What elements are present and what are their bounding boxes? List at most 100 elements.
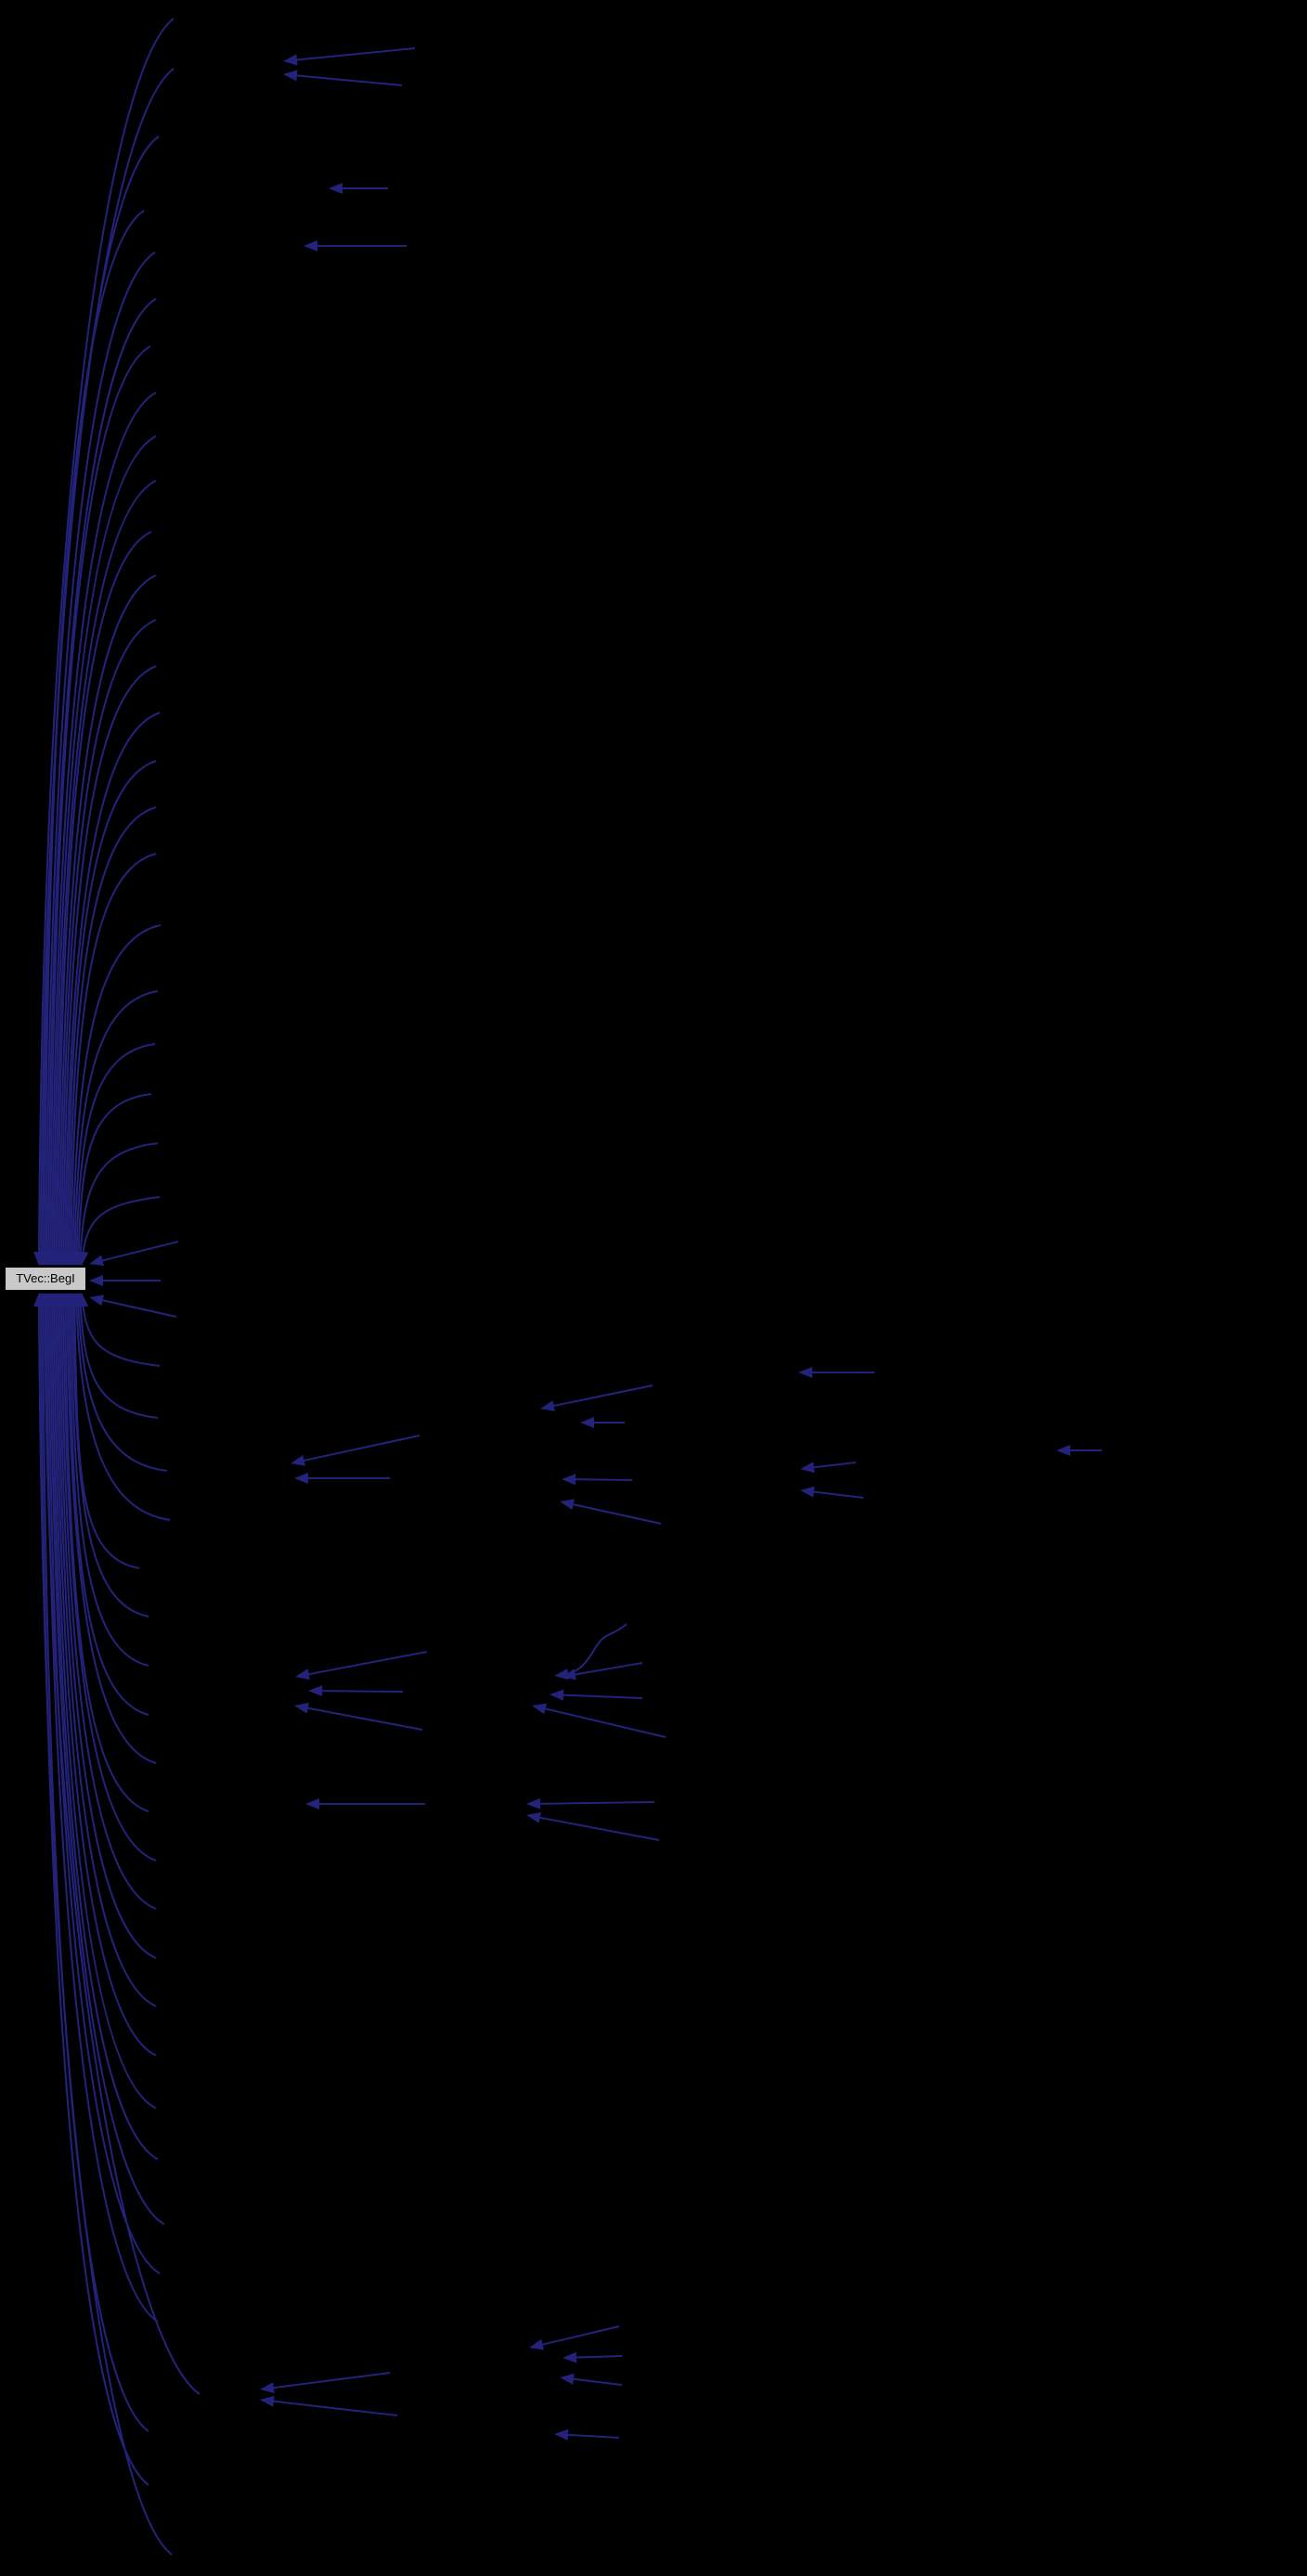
caller-edge — [79, 1142, 159, 1266]
caller-edge — [49, 345, 151, 1266]
caller-edge — [571, 1662, 643, 1677]
arrowhead-icon — [329, 183, 343, 194]
arrowhead-icon — [1056, 1445, 1070, 1456]
caller-edge — [559, 1694, 643, 1699]
caller-edge — [45, 1293, 159, 2323]
caller-edge — [70, 853, 157, 1266]
caller-edge — [51, 1293, 159, 2160]
caller-edge — [57, 1293, 157, 2007]
arrowhead-icon — [554, 2428, 569, 2441]
caller-edge — [62, 1293, 157, 1861]
caller-edge — [79, 1293, 159, 1419]
caller-edge — [68, 806, 157, 1266]
arrowhead-icon — [77, 1251, 89, 1266]
caller-edge — [809, 1490, 864, 1499]
caller-edge — [536, 1816, 660, 1841]
caller-edge — [62, 665, 157, 1266]
caller-edge — [55, 1293, 157, 2056]
arrowhead-icon — [283, 70, 298, 82]
arrowhead-icon — [560, 1499, 575, 1511]
arrowhead-icon — [291, 1454, 305, 1466]
caller-edge — [304, 1651, 428, 1676]
caller-edge — [42, 135, 160, 1266]
caller-edge — [40, 1293, 149, 2486]
caller-edge — [292, 74, 403, 86]
arrowhead-icon — [798, 1367, 812, 1378]
caller-edge — [538, 2325, 620, 2347]
caller-edge — [563, 2433, 620, 2439]
caller-edge — [269, 2372, 391, 2389]
caller-edge — [304, 1707, 423, 1731]
caller-edge — [317, 1690, 404, 1693]
caller-edge — [541, 1707, 666, 1738]
caller-edge — [77, 1093, 152, 1266]
caller-edge — [81, 1196, 161, 1266]
caller-edge — [64, 1293, 149, 1812]
caller-edge — [44, 210, 145, 1266]
caller-edge — [536, 1801, 655, 1805]
arrowhead-icon — [580, 1417, 594, 1428]
arrowhead-icon — [800, 1462, 815, 1474]
caller-edge — [70, 1293, 149, 1667]
arrowhead-icon — [260, 2395, 275, 2407]
arrowhead-icon — [305, 1798, 319, 1810]
arrowhead-icon — [563, 2351, 577, 2363]
caller-edge — [45, 251, 156, 1266]
arrowhead-icon — [304, 240, 317, 251]
caller-edge — [71, 1293, 149, 1617]
caller-edge — [68, 1293, 149, 1716]
arrowhead-icon — [554, 1668, 569, 1681]
caller-edge — [569, 1502, 662, 1525]
caller-edge — [57, 531, 152, 1266]
caller-edge — [53, 435, 157, 1266]
caller-edge — [53, 1293, 157, 2109]
caller-edge — [58, 574, 157, 1266]
caller-edge — [809, 1462, 857, 1469]
arrowhead-icon — [89, 1275, 103, 1286]
arrowhead-icon — [532, 1703, 547, 1715]
caller-edge — [58, 1293, 157, 1959]
caller-edge — [66, 1293, 157, 1764]
arrowhead-icon — [526, 1811, 541, 1823]
arrowhead-icon — [308, 1685, 323, 1697]
arrowhead-icon — [800, 1486, 815, 1498]
arrowhead-icon — [294, 1473, 308, 1484]
arrowhead-icon — [294, 1702, 309, 1714]
caller-edge — [55, 480, 157, 1266]
arrowhead-icon — [89, 1294, 104, 1307]
arrowhead-icon — [260, 2382, 275, 2394]
caller-edge — [292, 47, 416, 61]
arrowhead-icon — [526, 1797, 541, 1810]
arrowhead-icon — [562, 1474, 576, 1486]
caller-edge — [77, 1293, 168, 1472]
caller-edge — [66, 760, 157, 1266]
arrowhead-icon — [295, 1668, 310, 1681]
caller-edge — [81, 1293, 161, 1367]
graph-node-tvec-begi[interactable]: TVec::BegI — [5, 1267, 86, 1291]
caller-edge — [75, 1293, 171, 1521]
caller-edge — [572, 2355, 623, 2359]
caller-edge — [98, 1298, 177, 1318]
arrowhead-icon — [77, 1293, 89, 1307]
caller-edge — [64, 712, 161, 1266]
caller-edge — [75, 1043, 156, 1266]
caller-edge — [60, 619, 157, 1266]
caller-edge — [550, 1385, 654, 1408]
caller-edge — [49, 1293, 165, 2225]
caller-edge — [47, 1293, 161, 2274]
caller-edge — [569, 2377, 623, 2386]
caller-edge — [38, 18, 175, 1266]
caller-edge — [73, 990, 159, 1266]
caller-edge — [60, 1293, 157, 1910]
arrowhead-icon — [560, 2373, 575, 2385]
caller-edge — [98, 1241, 179, 1263]
arrowhead-icon — [550, 1689, 564, 1701]
arrowhead-icon — [283, 54, 298, 66]
caller-edge — [42, 1293, 149, 2432]
caller-edge — [571, 1478, 633, 1481]
caller-edge — [71, 924, 162, 1266]
caller-edge — [73, 1293, 140, 1569]
caller-edge — [51, 392, 157, 1266]
